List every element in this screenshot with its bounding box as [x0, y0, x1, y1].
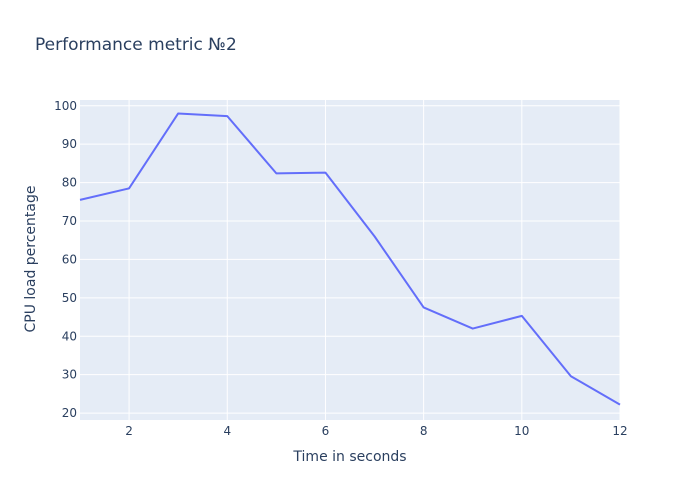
data-point-7	[373, 234, 377, 238]
y-tick-label: 100	[54, 99, 77, 113]
y-tick-label: 30	[62, 368, 77, 382]
y-axis-ticks: 20 30 40 50 60 70 80 90 100	[54, 99, 77, 420]
x-tick-label: 12	[612, 424, 627, 438]
y-axis-title: CPU load percentage	[23, 186, 39, 333]
y-tick-label: 80	[62, 176, 77, 190]
x-tick-label: 4	[223, 424, 231, 438]
x-tick-label: 2	[125, 424, 133, 438]
series-line	[79, 112, 621, 406]
y-tick-label: 40	[62, 329, 77, 343]
x-axis-ticks: 2 4 6 8 10 12	[125, 424, 627, 438]
x-tick-label: 6	[322, 424, 330, 438]
data-point-12	[618, 403, 622, 407]
data-point-1	[78, 198, 82, 202]
data-point-4	[225, 114, 229, 118]
y-tick-label: 70	[62, 214, 77, 228]
data-point-10	[520, 314, 524, 318]
y-tick-label: 20	[62, 406, 77, 420]
x-tick-label: 10	[514, 424, 529, 438]
chart-title: Performance metric №2	[35, 35, 237, 55]
data-point-6	[323, 171, 327, 175]
data-point-9	[471, 327, 475, 331]
data-point-2	[127, 186, 131, 190]
x-tick-label: 8	[420, 424, 428, 438]
data-point-5	[274, 171, 278, 175]
data-point-8	[422, 305, 426, 309]
x-axis-title: Time in seconds	[292, 449, 406, 465]
y-grid	[80, 105, 620, 414]
y-tick-label: 50	[62, 291, 77, 305]
data-point-11	[569, 374, 573, 378]
data-point-3	[176, 111, 180, 115]
x-grid	[128, 100, 621, 420]
plot-area	[80, 100, 620, 420]
y-tick-label: 90	[62, 137, 77, 151]
y-tick-label: 60	[62, 252, 77, 266]
